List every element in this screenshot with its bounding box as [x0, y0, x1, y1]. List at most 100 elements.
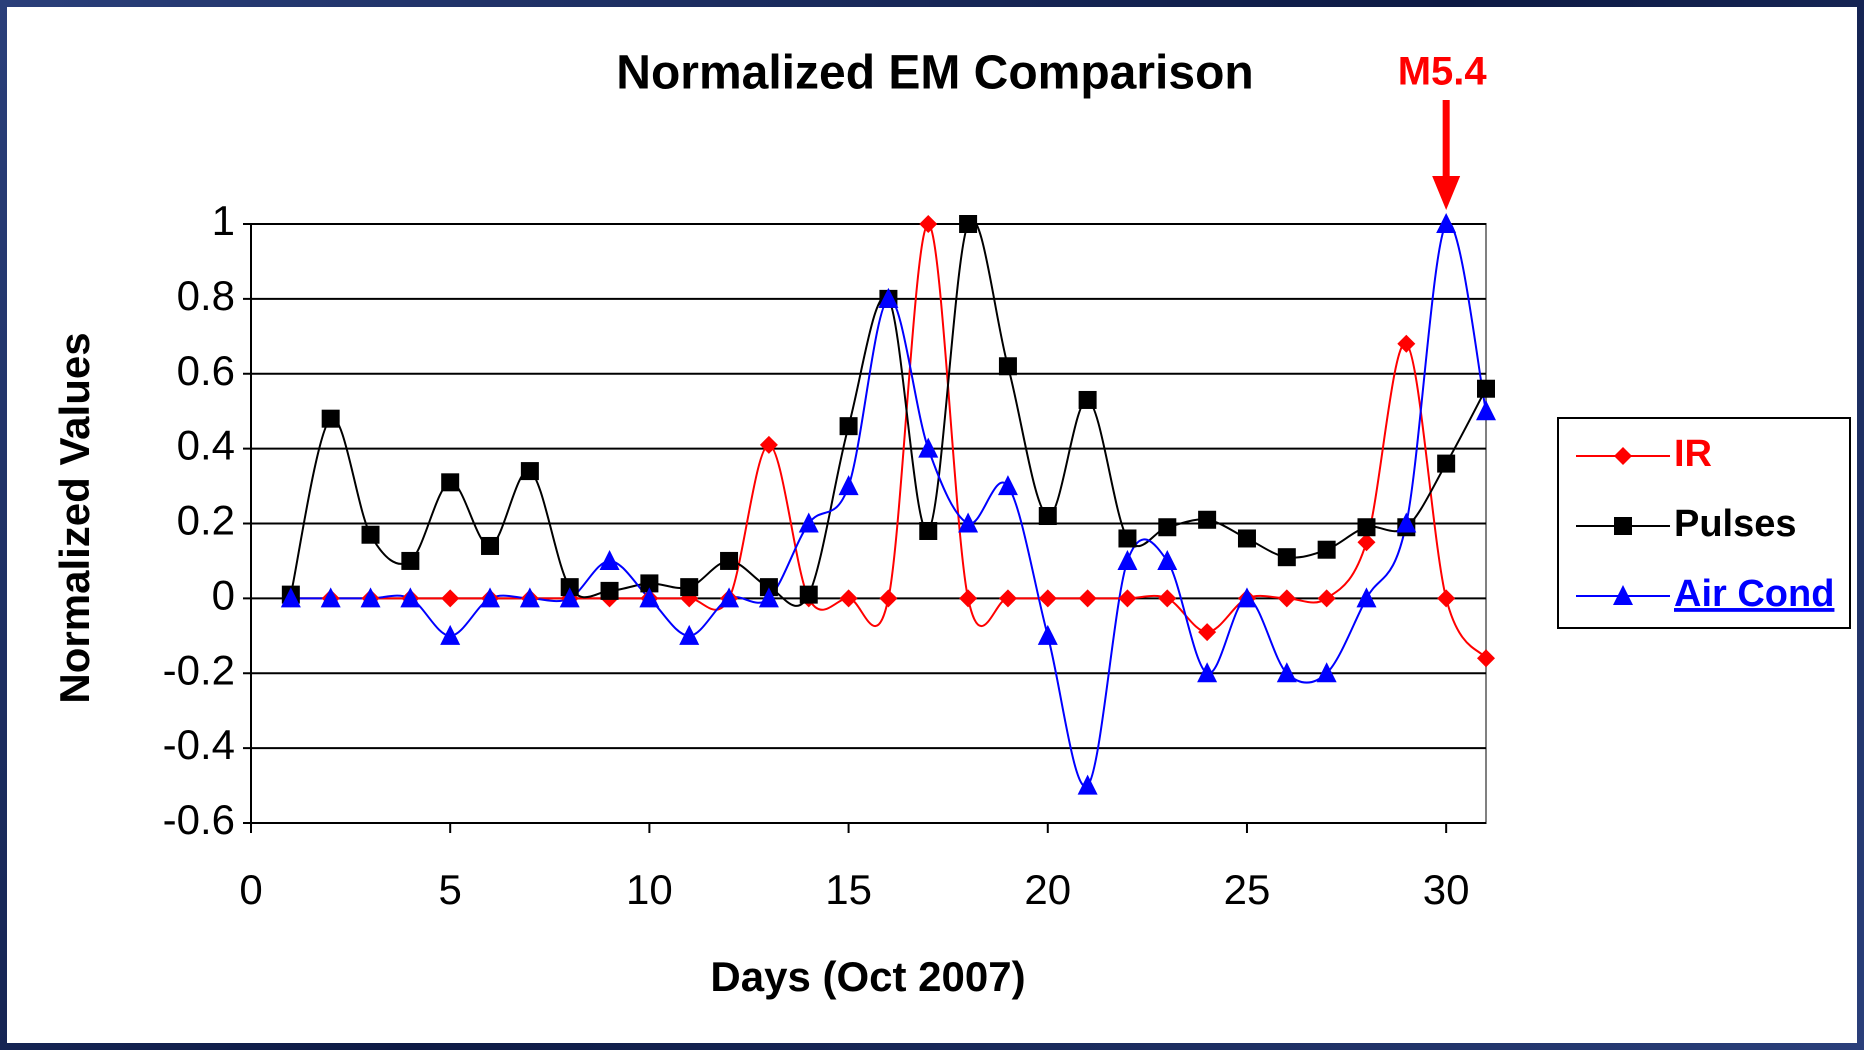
data-point: [1117, 549, 1138, 570]
data-point: [878, 287, 899, 308]
data-point: [838, 475, 859, 496]
data-point: [519, 587, 540, 608]
data-point: [997, 475, 1018, 496]
data-point: [1277, 548, 1296, 567]
data-point: [1157, 549, 1178, 570]
x-tick-label: 30: [1423, 866, 1470, 913]
data-point: [1357, 533, 1376, 552]
data-point: [1118, 529, 1137, 548]
data-point: [720, 551, 739, 570]
series-line: [289, 219, 1487, 607]
data-point: [1317, 540, 1336, 559]
data-point: [1316, 662, 1337, 683]
data-point: [1477, 379, 1495, 398]
data-point: [1077, 774, 1098, 795]
data-point: [1396, 512, 1417, 533]
x-tick-label: 20: [1024, 866, 1071, 913]
data-point: [919, 215, 938, 233]
data-point: [1437, 589, 1456, 608]
data-point: [560, 578, 579, 597]
data-point: [1158, 589, 1177, 608]
legend-label: IR: [1674, 433, 1712, 475]
y-tick-label: 0.6: [177, 347, 235, 394]
data-point: [919, 521, 938, 540]
data-point: [401, 551, 420, 570]
legend-label: Pulses: [1674, 503, 1797, 545]
data-point: [958, 512, 979, 533]
data-point: [441, 473, 460, 492]
data-point: [1357, 518, 1376, 537]
data-point: [1397, 334, 1416, 353]
legend-label: Air Cond: [1674, 573, 1834, 615]
annotation-label: M5.4: [1398, 50, 1488, 94]
data-point: [640, 574, 659, 593]
x-tick-label: 5: [439, 866, 462, 913]
data-point: [400, 587, 421, 608]
annotation-arrow-head: [1432, 176, 1461, 210]
x-tick-label: 10: [626, 866, 673, 913]
y-tick-label: 1: [212, 197, 235, 244]
data-point: [440, 624, 461, 645]
x-tick-label: 15: [825, 866, 872, 913]
data-point: [1198, 510, 1217, 529]
data-point: [441, 589, 460, 608]
legend-box: [1557, 417, 1851, 629]
data-point: [481, 536, 500, 555]
data-point: [759, 578, 778, 597]
legend-marker: [1613, 585, 1633, 605]
chart-title: Normalized EM Comparison: [616, 47, 1253, 100]
data-point: [959, 215, 978, 233]
data-point: [320, 587, 341, 608]
data-point: [798, 512, 819, 533]
data-point: [680, 578, 699, 597]
data-point: [1078, 589, 1097, 608]
y-tick-label: -0.2: [163, 646, 235, 693]
data-point: [719, 587, 740, 608]
data-point: [799, 585, 818, 604]
data-point: [1038, 507, 1057, 526]
data-point: [599, 549, 620, 570]
y-axis-title: Normalized Values: [51, 332, 98, 703]
data-point: [1477, 649, 1495, 668]
x-tick-label: 25: [1224, 866, 1271, 913]
data-point: [759, 435, 778, 454]
data-point: [1436, 213, 1457, 233]
data-point: [639, 587, 660, 608]
data-point: [998, 357, 1017, 376]
data-point: [1037, 624, 1058, 645]
legend-marker: [1614, 517, 1632, 535]
data-point: [879, 589, 898, 608]
x-tick-label: 0: [239, 866, 262, 913]
data-point: [1078, 390, 1097, 409]
data-point: [600, 581, 619, 600]
x-axis-title: Days (Oct 2007): [710, 953, 1025, 1000]
data-point: [1158, 518, 1177, 537]
y-tick-label: 0.8: [177, 272, 235, 319]
data-point: [1198, 623, 1217, 642]
data-point: [1118, 589, 1137, 608]
data-point: [361, 525, 380, 544]
y-tick-label: 0.2: [177, 497, 235, 544]
data-point: [559, 587, 580, 608]
data-point: [918, 437, 939, 458]
data-point: [839, 589, 858, 608]
data-point: [1038, 589, 1057, 608]
data-point: [1356, 587, 1377, 608]
data-point: [998, 589, 1017, 608]
data-point: [1276, 662, 1297, 683]
data-point: [480, 587, 501, 608]
data-point: [679, 624, 700, 645]
legend-marker: [1614, 447, 1632, 465]
data-point: [758, 587, 779, 608]
data-point: [280, 587, 301, 608]
data-point: [1476, 400, 1496, 421]
y-tick-label: -0.4: [163, 721, 235, 768]
y-tick-label: 0.4: [177, 422, 235, 469]
data-point: [1237, 529, 1256, 548]
data-point: [321, 409, 340, 428]
data-point: [1197, 662, 1218, 683]
y-tick-label: -0.6: [163, 796, 235, 843]
data-point: [1277, 589, 1296, 608]
